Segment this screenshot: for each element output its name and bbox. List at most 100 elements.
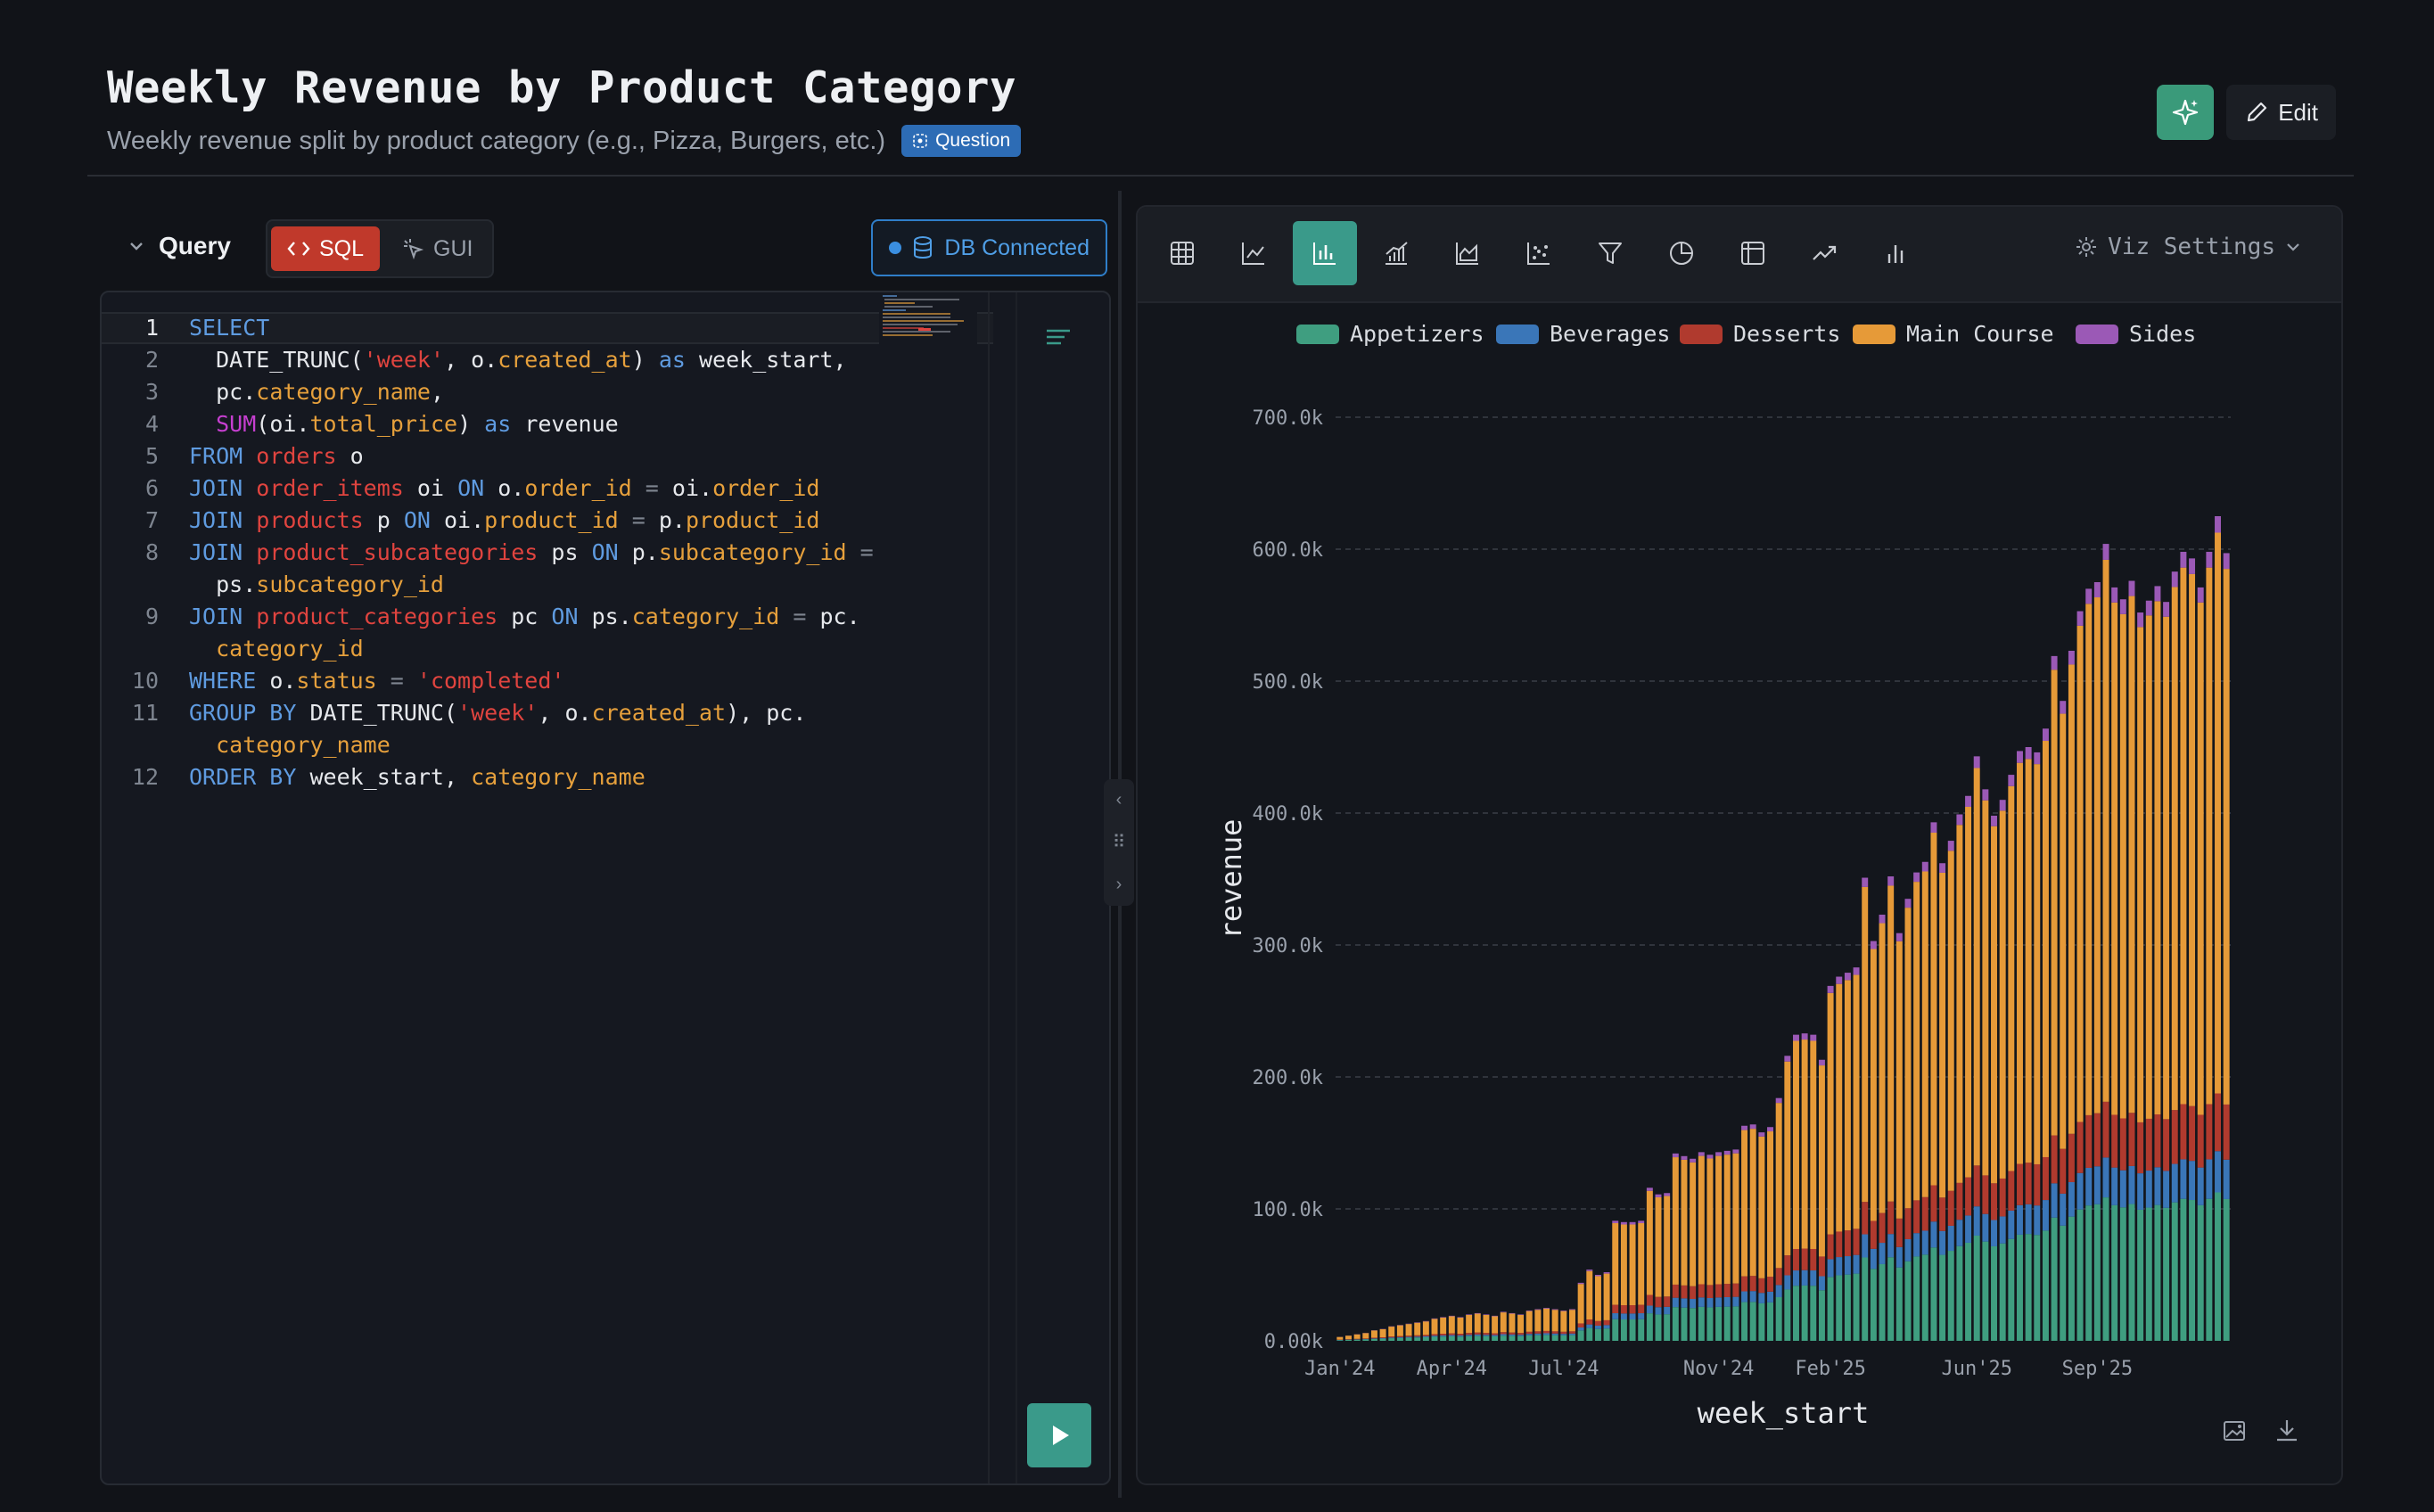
legend-label: Main Course	[1906, 321, 2054, 347]
edit-button[interactable]: Edit	[2226, 85, 2336, 140]
bar-segment	[1879, 1263, 1886, 1341]
bar-segment	[2017, 1163, 2023, 1205]
code-line[interactable]: 3 pc.category_name,	[102, 376, 993, 408]
header-actions: Edit	[2157, 85, 2336, 140]
line-number	[102, 633, 159, 665]
funnel-icon[interactable]	[1578, 221, 1642, 285]
bar-segment	[2060, 713, 2067, 1149]
code-line[interactable]: 10 WHERE o.status = 'completed'	[102, 665, 993, 697]
bar-segment	[1638, 1220, 1645, 1224]
trend-icon[interactable]	[1792, 221, 1856, 285]
db-status-badge[interactable]: DB Connected	[871, 219, 1107, 276]
bar-segment	[1999, 1243, 2006, 1341]
bar-segment	[2051, 655, 2058, 670]
waterfall-icon[interactable]	[1863, 221, 1928, 285]
chevron-right-icon[interactable]: ›	[1115, 875, 1122, 895]
code-line[interactable]: 8 JOIN product_subcategories ps ON p.subc…	[102, 537, 993, 569]
download-icon[interactable]	[2274, 1418, 2300, 1444]
line-number: 1	[144, 315, 159, 341]
bar-segment	[1862, 886, 1869, 1203]
y-tick-label: 0.00k	[1264, 1331, 1323, 1353]
bar-segment	[1862, 1202, 1869, 1235]
bar-segment	[1500, 1335, 1507, 1341]
code-line[interactable]: 5 FROM orders o	[102, 440, 993, 472]
panel-resize-handle[interactable]: ‹ ⠿ ›	[1104, 779, 1134, 906]
bar-segment	[1483, 1333, 1490, 1335]
scatter-icon[interactable]	[1507, 221, 1571, 285]
page-subtitle: Weekly revenue split by product category…	[107, 126, 886, 155]
bar-segment	[1474, 1334, 1481, 1336]
bar-segment	[1784, 1056, 1791, 1062]
line-chart-icon[interactable]	[1221, 221, 1286, 285]
question-badge[interactable]: Question	[901, 125, 1022, 157]
code-line[interactable]: category_name	[102, 729, 993, 761]
code-line[interactable]: category_id	[102, 633, 993, 665]
gui-mode-button[interactable]: GUI	[385, 226, 489, 271]
bar-segment	[1706, 1155, 1714, 1159]
bar-segment	[1844, 1256, 1851, 1275]
code-line[interactable]: 12 ORDER BY week_start, category_name	[102, 761, 993, 793]
query-collapse-toggle[interactable]: Query	[127, 232, 231, 260]
line-number: 8	[144, 539, 159, 565]
bar-segment	[1525, 1334, 1533, 1335]
drag-handle-icon[interactable]: ⠿	[1112, 833, 1126, 853]
bar-segment	[1749, 1302, 1756, 1341]
code-line[interactable]: ps.subcategory_id	[102, 569, 993, 601]
bar-segment	[1827, 985, 1834, 993]
bar-segment	[2223, 553, 2230, 570]
code-lines[interactable]: 1 SELECT 2 DATE_TRUNC('week', o.created_at…	[102, 312, 993, 793]
bar-segment	[1534, 1335, 1542, 1341]
format-lines-icon[interactable]	[1045, 326, 1072, 351]
bar-segment	[1844, 1274, 1851, 1341]
area-chart-icon[interactable]	[1435, 221, 1500, 285]
run-query-button[interactable]	[1027, 1403, 1091, 1467]
code-minimap[interactable]	[879, 292, 977, 346]
db-status-label: DB Connected	[944, 234, 1090, 260]
bar-segment	[2223, 1104, 2230, 1160]
bar-segment	[1827, 1277, 1834, 1341]
query-mode-switch: SQL GUI	[266, 219, 495, 278]
viz-settings-button[interactable]: Viz Settings	[2074, 234, 2302, 260]
combo-chart-icon[interactable]	[1364, 221, 1428, 285]
bar-segment	[1492, 1316, 1499, 1334]
bar-segment	[1836, 1275, 1843, 1341]
bar-segment	[1784, 1255, 1791, 1276]
bar-segment	[2068, 664, 2075, 1134]
bar-segment	[2085, 1167, 2093, 1206]
table-icon[interactable]	[1150, 221, 1214, 285]
sql-mode-button[interactable]: SQL	[271, 226, 381, 271]
bar-segment	[1810, 1034, 1817, 1041]
code-line[interactable]: 9 JOIN product_categories pc ON ps.catego…	[102, 601, 993, 633]
bar-segment	[1500, 1311, 1507, 1313]
bar-segment	[2189, 1161, 2196, 1201]
bar-segment	[1440, 1336, 1447, 1341]
bar-segment	[2171, 571, 2178, 588]
stacked-bar-chart[interactable]: Appetizers Beverages Desserts Main Course Si…	[1138, 301, 2341, 1483]
bar-segment	[2017, 762, 2023, 1164]
code-line[interactable]: 1 SELECT	[102, 312, 993, 344]
bar-segment	[1706, 1158, 1714, 1286]
code-line[interactable]: 4 SUM(oi.total_price) as revenue	[102, 408, 993, 440]
visualization-panel: Viz Settings Appetizers Beverages Desserts…	[1136, 205, 2343, 1485]
chevron-left-icon[interactable]: ‹	[1115, 789, 1122, 809]
code-line[interactable]: 6 JOIN order_items oi ON o.order_id = oi.…	[102, 472, 993, 505]
bar-segment	[1362, 1338, 1369, 1339]
bar-segment	[1887, 1257, 1895, 1341]
bar-segment	[1629, 1305, 1636, 1314]
bar-segment	[1965, 1177, 1972, 1216]
bar-segment	[1681, 1285, 1688, 1299]
code-line[interactable]: 7 JOIN products p ON oi.product_id = p.pr…	[102, 505, 993, 537]
pivot-icon[interactable]	[1721, 221, 1785, 285]
code-line[interactable]: 11 GROUP BY DATE_TRUNC('week', o.created_…	[102, 697, 993, 729]
pie-chart-icon[interactable]	[1649, 221, 1714, 285]
sql-editor[interactable]: 1 SELECT 2 DATE_TRUNC('week', o.created_at…	[100, 291, 1111, 1485]
ai-assist-button[interactable]	[2157, 85, 2215, 140]
x-tick-label: Jul'24	[1528, 1358, 1599, 1380]
code-line[interactable]: 2 DATE_TRUNC('week', o.created_at) as we…	[102, 344, 993, 376]
bar-segment	[1448, 1315, 1455, 1317]
bar-segment	[2119, 1118, 2126, 1171]
bar-segment	[1982, 1213, 1989, 1242]
bar-segment	[1517, 1335, 1525, 1341]
bar-chart-icon[interactable]	[1293, 221, 1357, 285]
image-export-icon[interactable]	[2222, 1418, 2249, 1444]
